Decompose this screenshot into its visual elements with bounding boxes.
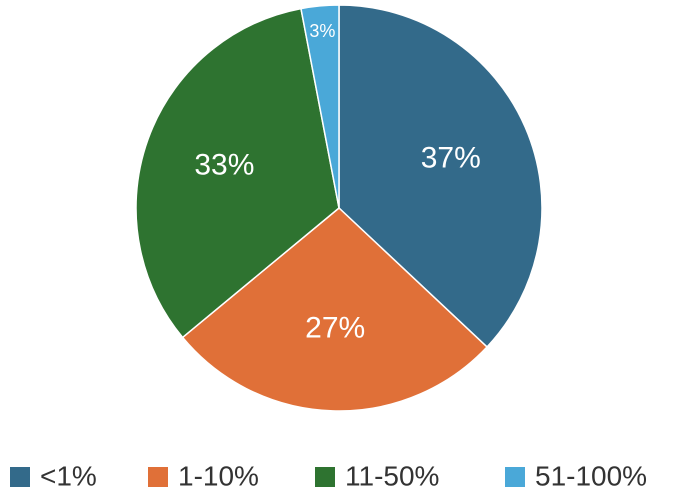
legend: <1% 1-10% 11-50% 51-100% [10,460,647,491]
pie-slice [135,7,340,339]
legend-label: 11-50% [345,460,439,491]
slice-label: 37% [421,142,481,175]
pie: 37% 27% 33% 3% [135,4,543,412]
legend-label: <1% [40,460,97,491]
legend-swatch [505,467,525,487]
legend-swatch [315,467,335,487]
slice-label: 3% [309,21,335,41]
slice-label: 33% [194,149,254,182]
legend-label: 1-10% [178,460,259,491]
pie-slice [300,4,340,209]
legend-swatch [10,467,30,487]
pie-slice [338,4,543,349]
legend-label: 51-100% [535,460,647,491]
pie-slice [181,207,489,412]
slice-label: 27% [305,312,365,345]
legend-swatch [148,467,168,487]
